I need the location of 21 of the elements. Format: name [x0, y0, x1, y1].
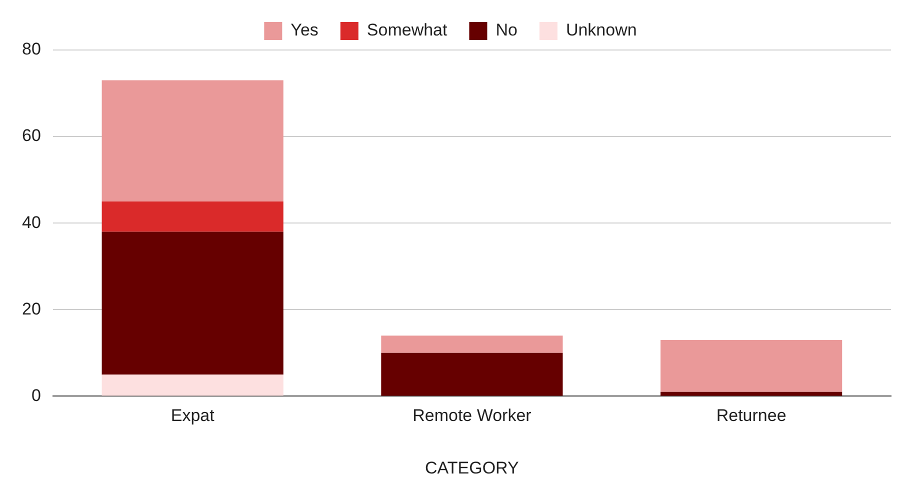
legend-label: Somewhat	[366, 20, 448, 40]
x-axis-title: CATEGORY	[425, 458, 519, 478]
legend-label: Unknown	[566, 20, 637, 40]
y-tick-label: 60	[22, 126, 41, 146]
x-tick-label: Returnee	[716, 406, 786, 426]
bar	[102, 201, 284, 232]
bar	[102, 80, 284, 202]
legend-label: Yes	[290, 20, 318, 40]
y-tick-label: 20	[22, 299, 41, 318]
y-tick-label: 40	[22, 212, 41, 232]
bar	[102, 374, 284, 396]
y-tick-label: 0	[31, 386, 41, 405]
bar	[102, 232, 284, 375]
bar	[660, 340, 842, 392]
bar	[381, 352, 563, 396]
bar	[660, 392, 842, 396]
x-tick-label: Remote Worker	[412, 406, 532, 426]
legend-label: No	[496, 20, 518, 40]
x-tick-label: Expat	[170, 406, 215, 426]
y-tick-label: 80	[22, 40, 41, 59]
bar	[381, 336, 563, 353]
